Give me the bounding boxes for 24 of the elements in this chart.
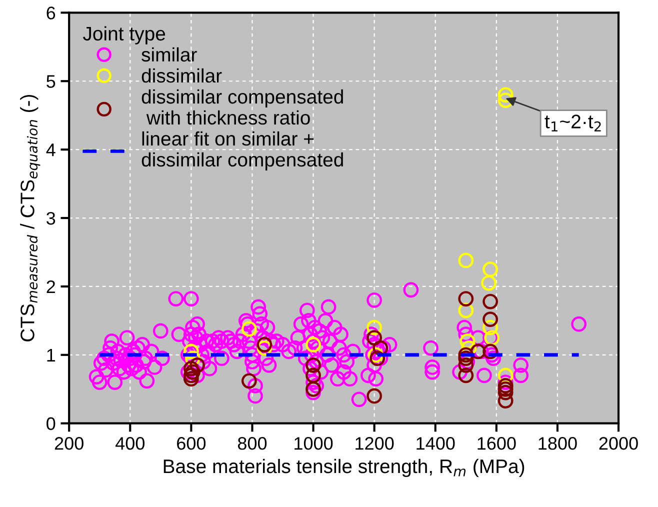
y-tick-label: 1 [47,349,56,362]
x-tick-label: 1000 [294,437,333,450]
x-tick-label: 600 [177,437,206,450]
legend-label: linear fit on similar + dissimilar compensated [142,131,343,170]
y-tick-label: 6 [46,6,56,20]
x-tick-label: 800 [238,437,267,450]
y-tick-label: 4 [46,144,56,156]
x-tick-label: 2000 [599,437,638,450]
legend-label: similar [142,47,197,62]
x-tick-label: 200 [54,437,84,450]
y-tick-label: 5 [46,75,56,88]
x-axis-title: Base materials tensile strength, R$_{m}$ (MPa) [164,458,524,478]
y-tick-label: 2 [46,280,55,293]
y-tick-label: 0 [46,417,56,430]
y-axis-title: CTS$_{measured}$ / CTS$_{equation}$ (-) [20,94,40,342]
legend-title: Joint type [83,26,166,44]
x-tick-label: 1600 [478,437,516,450]
x-tick-label: 1200 [356,437,394,450]
x-tick-label: 1400 [416,437,455,450]
legend-label: dissimilar [142,68,222,83]
x-tick-label: 400 [115,437,144,450]
annotation: t$_{1}$~2·t$_{2}$ [544,114,601,132]
y-tick-label: 3 [46,212,56,225]
x-tick-label: 1800 [538,437,577,450]
